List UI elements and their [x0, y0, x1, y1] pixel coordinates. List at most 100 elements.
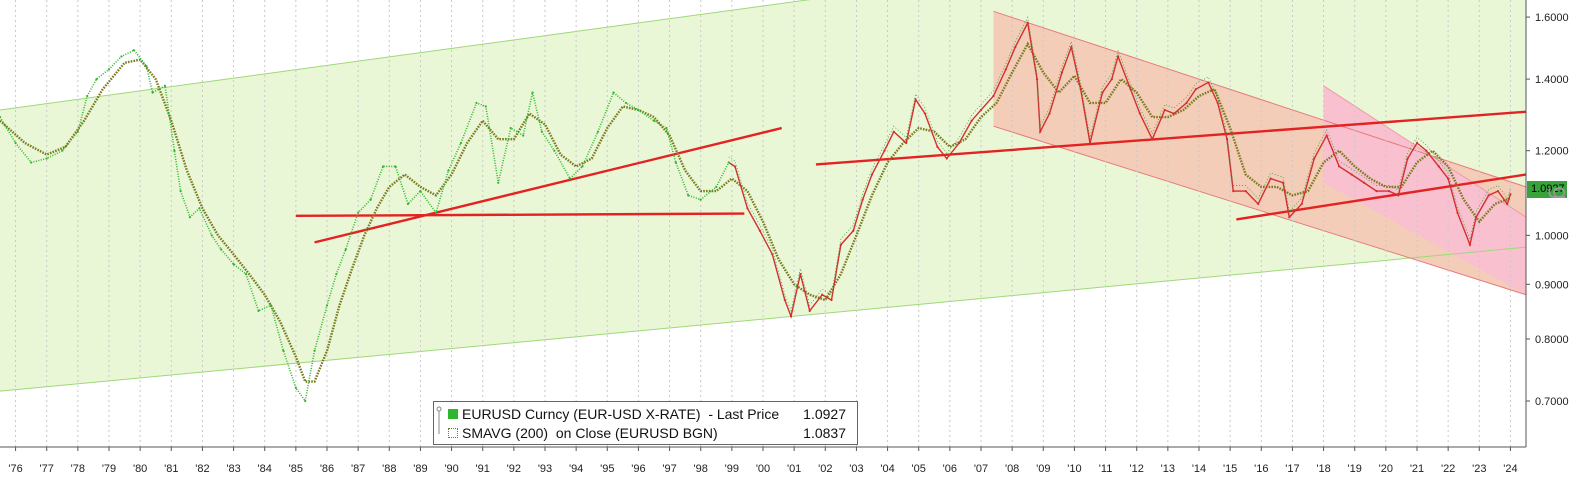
price-point: [30, 161, 33, 164]
x-tick-label: '24: [1503, 463, 1517, 475]
x-tick-label: '76: [8, 463, 22, 475]
last-price-swatch: [448, 409, 458, 419]
x-tick-label: '89: [413, 463, 427, 475]
price-point: [313, 349, 316, 352]
price-point: [1509, 193, 1512, 196]
x-tick-label: '20: [1379, 463, 1393, 475]
trend-line: [1236, 173, 1527, 221]
price-point: [1185, 101, 1188, 105]
price-line-green: [0, 49, 736, 404]
x-tick-label: '18: [1316, 463, 1330, 475]
x-tick-label: '03: [849, 463, 863, 475]
axes: '76 '77 '78 '79 '80 '81 '82 '83 '84 '85 '86 '87 '88 '…: [0, 0, 1569, 475]
x-tick-label: '02: [818, 463, 832, 475]
x-tick-label: '96: [631, 463, 645, 475]
price-point: [958, 141, 961, 145]
x-tick-label: '78: [71, 463, 85, 475]
price-point: [1415, 141, 1419, 145]
price-point: [1281, 181, 1285, 184]
price-point: [624, 101, 628, 105]
legend-handle-icon[interactable]: [436, 404, 442, 442]
price-point: [484, 105, 487, 108]
price-point: [905, 141, 908, 145]
price-point: [269, 304, 273, 307]
price-point: [1456, 211, 1459, 214]
price-point: [1048, 112, 1051, 115]
price-point: [674, 161, 677, 164]
x-tick-label: '92: [507, 463, 521, 475]
price-point: [715, 185, 718, 189]
x-tick-label: '97: [662, 463, 676, 475]
price-point: [553, 149, 556, 152]
x-tick-label: '05: [912, 463, 926, 475]
x-tick-label: '10: [1067, 463, 1081, 475]
price-point: [475, 101, 478, 105]
price-point: [1026, 21, 1029, 25]
x-tick-label: '13: [1161, 463, 1175, 475]
price-point: [1116, 55, 1120, 58]
trend-line: [314, 126, 782, 244]
price-point: [1101, 91, 1104, 94]
price-point: [1151, 138, 1154, 141]
trend-lines: [295, 110, 1527, 244]
price-point: [1269, 177, 1272, 180]
price-point: [665, 126, 668, 130]
price-point: [1225, 138, 1229, 141]
price-point: [1172, 112, 1176, 115]
price-point: [1088, 141, 1092, 145]
price-point: [1437, 165, 1440, 168]
price-point: [1207, 81, 1210, 84]
price-line-red: [728, 20, 1512, 319]
price-point: [497, 181, 500, 184]
price-point: [1313, 157, 1316, 160]
price-point: [1447, 177, 1450, 180]
trend-line: [815, 110, 1527, 166]
price-point: [381, 165, 385, 168]
price-point: [1138, 112, 1141, 115]
price-point: [1397, 194, 1400, 197]
x-tick-label: '17: [1285, 463, 1299, 475]
price-point: [120, 55, 123, 58]
price-candle-up-overlay: [728, 16, 1511, 313]
price-point: [1110, 78, 1113, 81]
price-point: [637, 108, 640, 112]
x-tick-label: '21: [1410, 463, 1424, 475]
x-tick-label: '85: [289, 463, 303, 475]
price-point: [568, 177, 572, 180]
price-point: [151, 91, 154, 94]
uptrend-channel-lower-line: [0, 246, 1527, 392]
downtrend-channel-upper-line: [993, 10, 1527, 188]
legend-row-smavg: SMAVG (200) on Close (EURUSD BGN) 1.0837: [442, 423, 852, 443]
y-tick-label: 1.6000: [1535, 12, 1569, 24]
price-point: [870, 173, 874, 176]
x-tick-label: '93: [538, 463, 552, 475]
price-point: [1035, 78, 1039, 81]
price-point: [232, 263, 235, 266]
price-point: [509, 126, 512, 130]
x-tick-label: '77: [40, 463, 54, 475]
price-point: [210, 234, 213, 237]
price-point: [914, 98, 917, 101]
price-point: [1350, 173, 1353, 176]
price-point: [220, 248, 223, 251]
price-point: [861, 198, 864, 201]
price-point: [406, 202, 410, 206]
price-point: [652, 119, 656, 122]
price-point: [257, 309, 260, 312]
price-point: [799, 272, 802, 276]
price-point: [687, 194, 690, 197]
price-point: [1257, 202, 1260, 206]
price-point: [1288, 216, 1291, 219]
price-point: [612, 91, 615, 94]
price-point: [419, 190, 422, 193]
price-point: [14, 141, 17, 145]
downtrend-channel-lower-line: [993, 125, 1527, 296]
price-point: [1487, 194, 1490, 197]
price-point: [992, 94, 995, 98]
x-tick-label: '98: [694, 463, 708, 475]
x-tick-label: '87: [351, 463, 365, 475]
price-point: [145, 64, 148, 68]
price-point: [1060, 71, 1064, 74]
price-point: [1425, 149, 1428, 152]
